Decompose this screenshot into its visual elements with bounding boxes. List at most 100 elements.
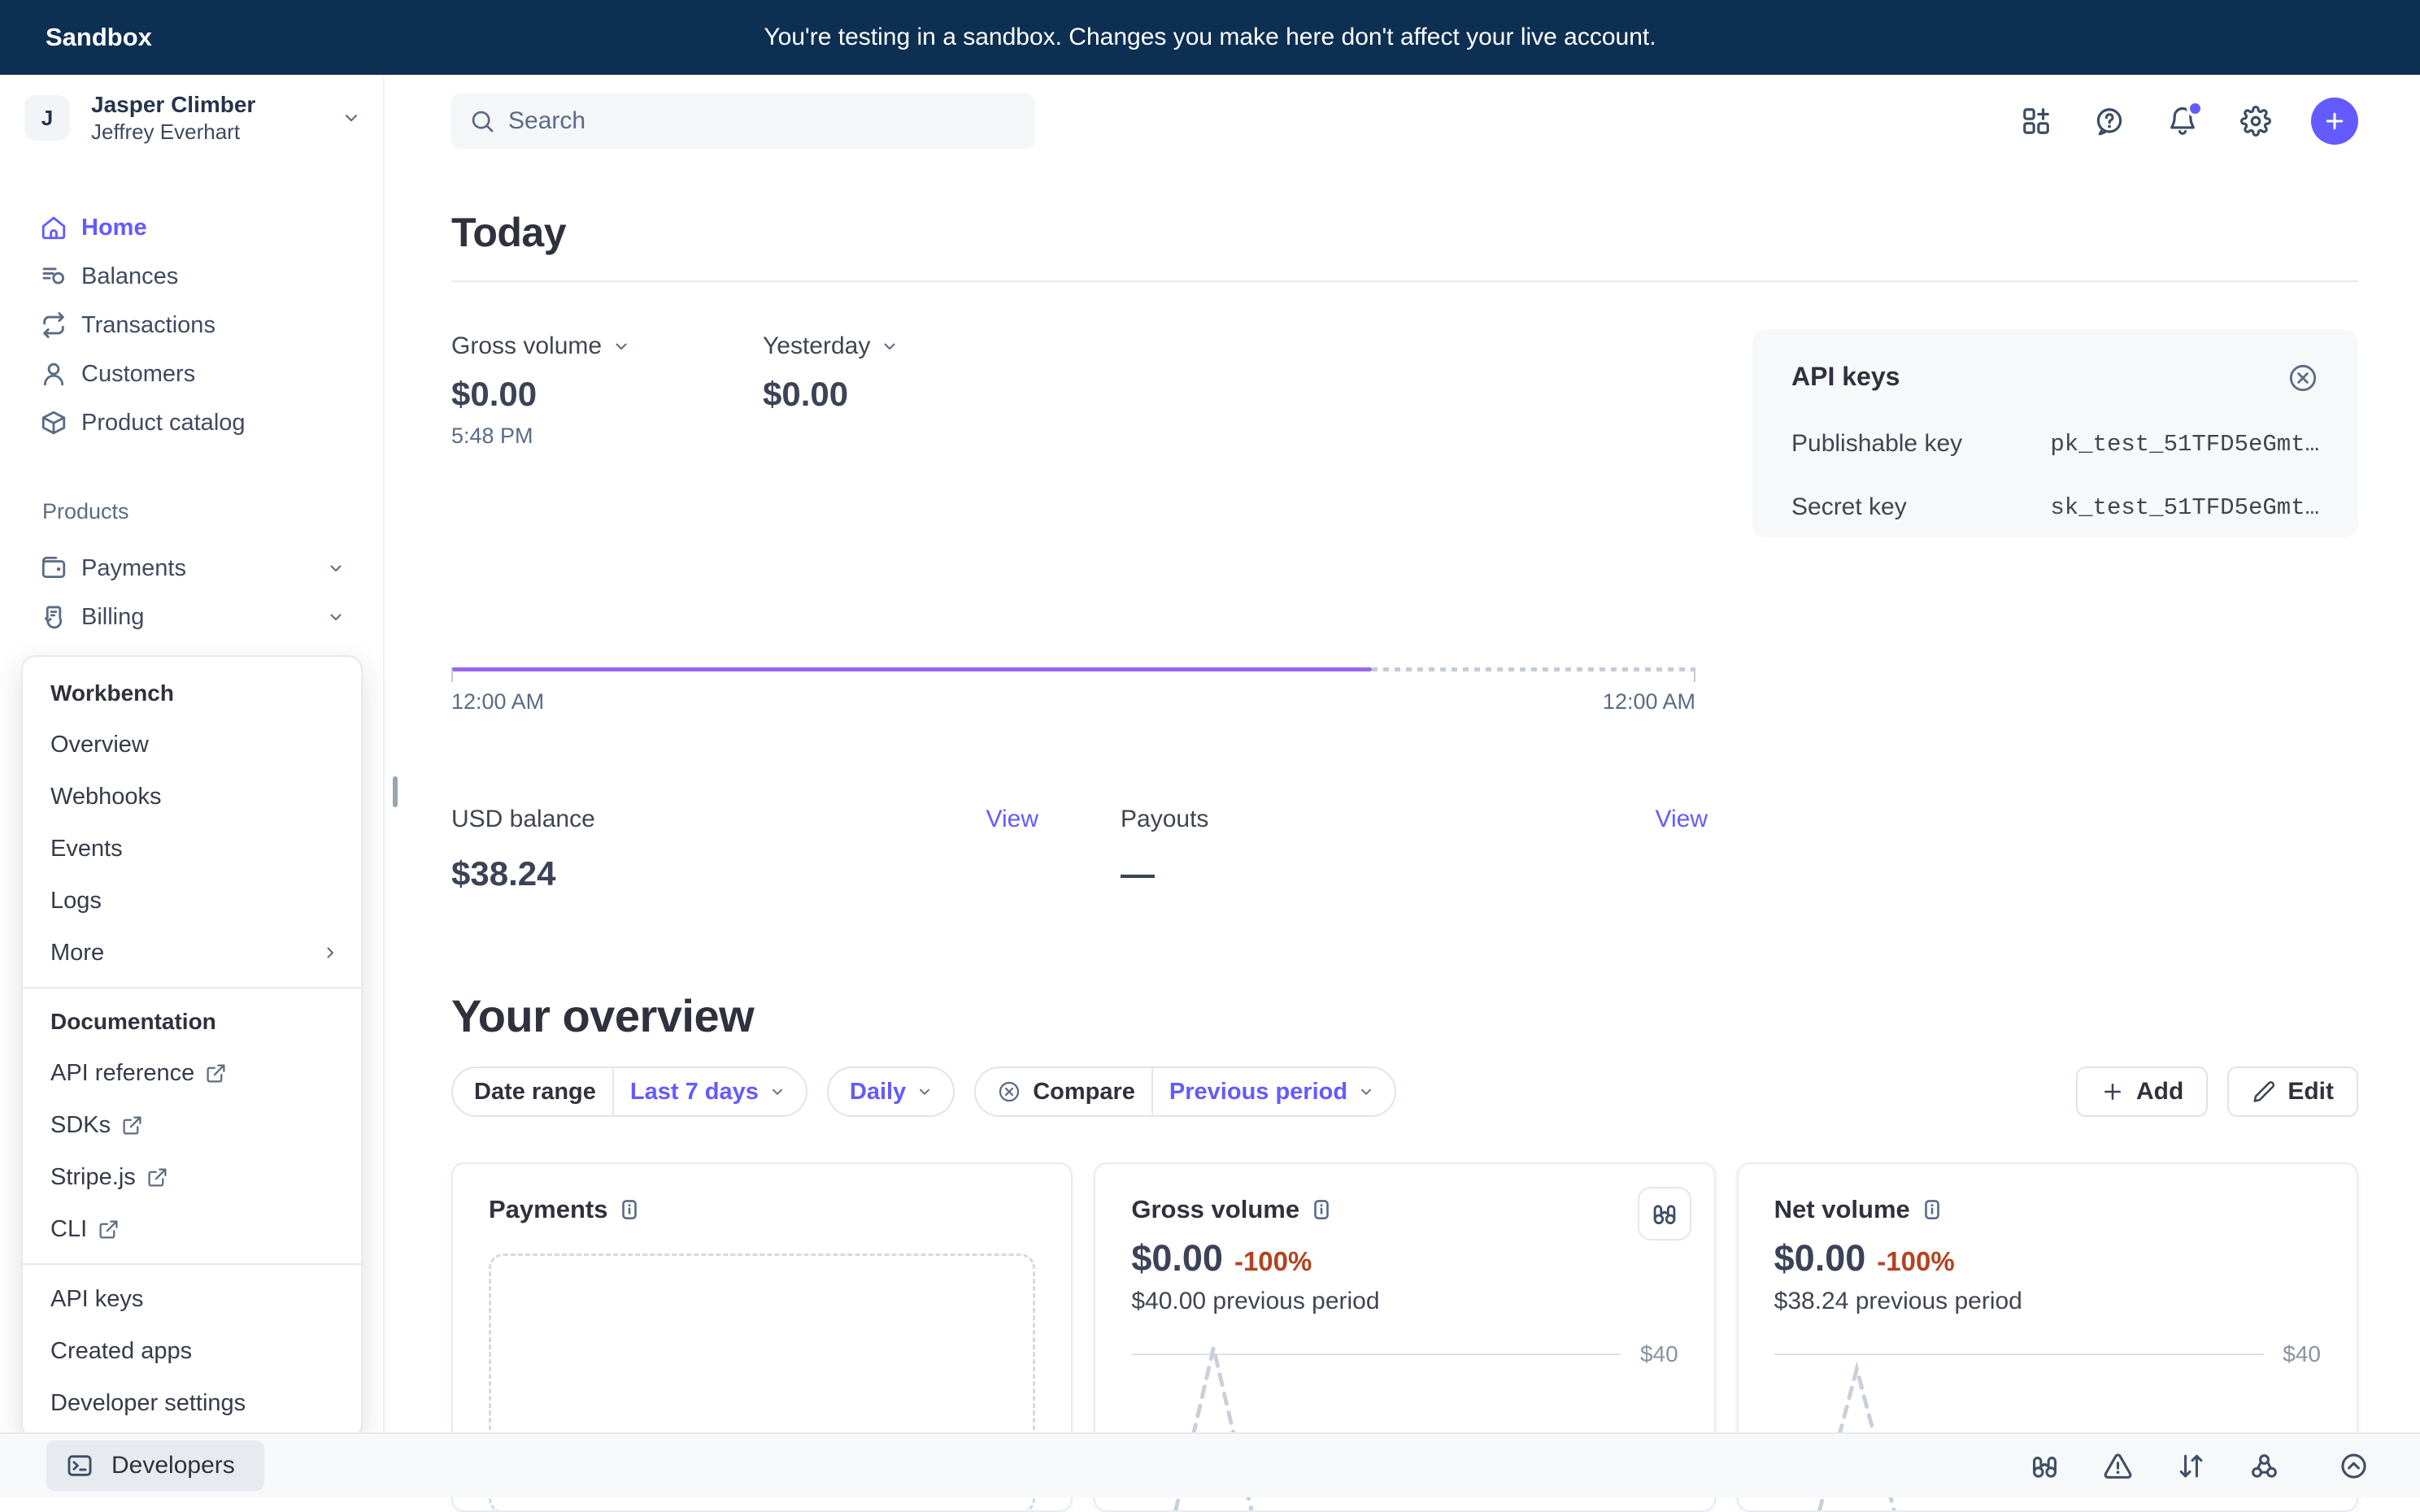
avatar: J <box>24 95 70 141</box>
popup-item-cli[interactable]: CLI <box>23 1203 361 1255</box>
date-range-filter[interactable]: Date range Last 7 days <box>451 1067 807 1117</box>
compare-filter[interactable]: Compare Previous period <box>974 1067 1397 1117</box>
sandbox-message: You're testing in a sandbox. Changes you… <box>764 24 1656 50</box>
billing-icon <box>40 603 67 631</box>
account-switcher[interactable]: J Jasper Climber Jeffrey Everhart <box>24 92 362 144</box>
terminal-icon <box>67 1455 92 1476</box>
chevron-down-icon <box>330 614 342 620</box>
close-circle-icon[interactable] <box>997 1080 1021 1104</box>
popup-item-label: API keys <box>50 1285 144 1312</box>
external-link-icon <box>207 1063 225 1083</box>
webhook-icon <box>2251 1453 2277 1478</box>
plus-icon <box>2326 112 2344 130</box>
sidebar-item-label: Balances <box>81 263 179 289</box>
chevron-down-icon <box>330 565 342 571</box>
popup-item-label: Created apps <box>50 1337 193 1364</box>
secret-key-value[interactable]: sk_test_51TFD5eGmt… <box>2050 493 2319 521</box>
add-button[interactable]: Add <box>2076 1067 2209 1117</box>
close-circle-icon <box>2289 364 2317 392</box>
popup-item-label: CLI <box>50 1215 88 1242</box>
errors-button[interactable] <box>2100 1448 2135 1484</box>
sidebar-item-transactions[interactable]: Transactions <box>0 301 383 350</box>
popup-item-more[interactable]: More <box>23 927 361 979</box>
view-balance-link[interactable]: View <box>986 806 1038 832</box>
popup-item-developer-settings[interactable]: Developer settings <box>23 1377 361 1429</box>
sidebar-item-home[interactable]: Home <box>0 203 383 252</box>
edit-button[interactable]: Edit <box>2227 1067 2358 1117</box>
developers-label: Developers <box>111 1452 235 1479</box>
popup-item-api-reference[interactable]: API reference <box>23 1047 361 1099</box>
popup-item-api-keys[interactable]: API keys <box>23 1273 361 1325</box>
expand-panel-button[interactable] <box>2335 1448 2371 1484</box>
sidebar-item-product-catalog[interactable]: Product catalog <box>0 398 383 447</box>
help-button[interactable] <box>2091 103 2127 139</box>
inspector-button[interactable] <box>2026 1448 2062 1484</box>
settings-button[interactable] <box>2238 103 2274 139</box>
info-icon <box>1924 1200 1939 1219</box>
account-name: Jasper Climber <box>91 92 256 117</box>
payments-icon <box>40 554 67 582</box>
dismiss-api-keys-button[interactable] <box>2287 362 2319 394</box>
popup-item-label: Events <box>50 835 123 862</box>
sidebar-item-label: Product catalog <box>81 409 246 436</box>
apps-button[interactable] <box>2018 103 2054 139</box>
search-placeholder: Search <box>508 107 586 134</box>
notifications-button[interactable] <box>2165 100 2204 139</box>
sidebar-item-balances[interactable]: Balances <box>0 252 383 301</box>
interval-filter[interactable]: Daily <box>826 1067 955 1117</box>
metric-value: $0.00 <box>763 375 849 413</box>
metric-selector[interactable]: Gross volume <box>451 332 763 360</box>
view-payouts-link[interactable]: View <box>1655 806 1708 832</box>
popup-item-label: Developer settings <box>50 1389 246 1416</box>
metric-time: 5:48 PM <box>451 424 533 448</box>
inspect-chart-button[interactable] <box>1637 1187 1691 1240</box>
developers-bar: Developers <box>0 1432 2420 1497</box>
today-chart: 12:00 AM 12:00 AM <box>451 667 1695 715</box>
create-button[interactable] <box>2311 98 2358 145</box>
chevron-right-icon <box>327 947 333 958</box>
card-previous: $40.00 previous period <box>1131 1288 1380 1314</box>
publishable-key-value[interactable]: pk_test_51TFD5eGmt… <box>2050 430 2319 458</box>
popup-item-label: Webhooks <box>50 783 162 810</box>
sidebar-item-payments[interactable]: Payments <box>0 544 383 593</box>
webhooks-button[interactable] <box>2246 1448 2282 1484</box>
add-button-label: Add <box>2136 1078 2184 1105</box>
popup-item-stripe-js[interactable]: Stripe.js <box>23 1151 361 1203</box>
metric-label: Gross volume <box>451 332 603 359</box>
binoculars-icon <box>1653 1205 1675 1225</box>
sidebar-item-label: Home <box>81 214 147 241</box>
help-icon <box>2096 108 2122 136</box>
metric-label: Yesterday <box>763 332 871 359</box>
info-icon <box>622 1200 638 1219</box>
y-axis-label: $40 <box>2283 1341 2321 1366</box>
today-heading: Today <box>451 210 567 255</box>
sidebar-resize-handle[interactable] <box>393 776 398 807</box>
popup-item-webhooks[interactable]: Webhooks <box>23 771 361 823</box>
pencil-icon <box>2253 1081 2275 1102</box>
sidebar: J Jasper Climber Jeffrey Everhart Home B… <box>0 75 385 1497</box>
popup-item-events[interactable]: Events <box>23 823 361 875</box>
sidebar-item-billing[interactable]: Billing <box>0 593 383 641</box>
balances-icon <box>40 263 67 290</box>
chart-line-solid <box>451 667 1373 671</box>
sidebar-item-label: Payments <box>81 554 186 581</box>
chevron-down-icon <box>884 343 895 350</box>
customers-icon <box>40 360 67 388</box>
payouts-value: — <box>1121 854 1155 893</box>
search-icon <box>472 111 494 133</box>
sandbox-banner: Sandbox You're testing in a sandbox. Cha… <box>0 0 2420 75</box>
developers-toggle[interactable]: Developers <box>46 1440 264 1491</box>
sandbox-label: Sandbox <box>46 23 152 51</box>
popup-divider <box>23 1263 361 1265</box>
popup-item-overview[interactable]: Overview <box>23 719 361 771</box>
alert-triangle-icon <box>2104 1453 2131 1479</box>
payouts-section: Payouts View — <box>1121 806 1708 893</box>
sidebar-item-customers[interactable]: Customers <box>0 350 383 398</box>
popup-item-created-apps[interactable]: Created apps <box>23 1325 361 1377</box>
metric-selector[interactable]: Yesterday <box>763 332 1074 360</box>
popup-item-sdks[interactable]: SDKs <box>23 1099 361 1151</box>
filter-value: Last 7 days <box>629 1078 759 1105</box>
api-requests-button[interactable] <box>2173 1448 2209 1484</box>
popup-item-logs[interactable]: Logs <box>23 875 361 927</box>
search-input[interactable]: Search <box>451 93 1035 149</box>
